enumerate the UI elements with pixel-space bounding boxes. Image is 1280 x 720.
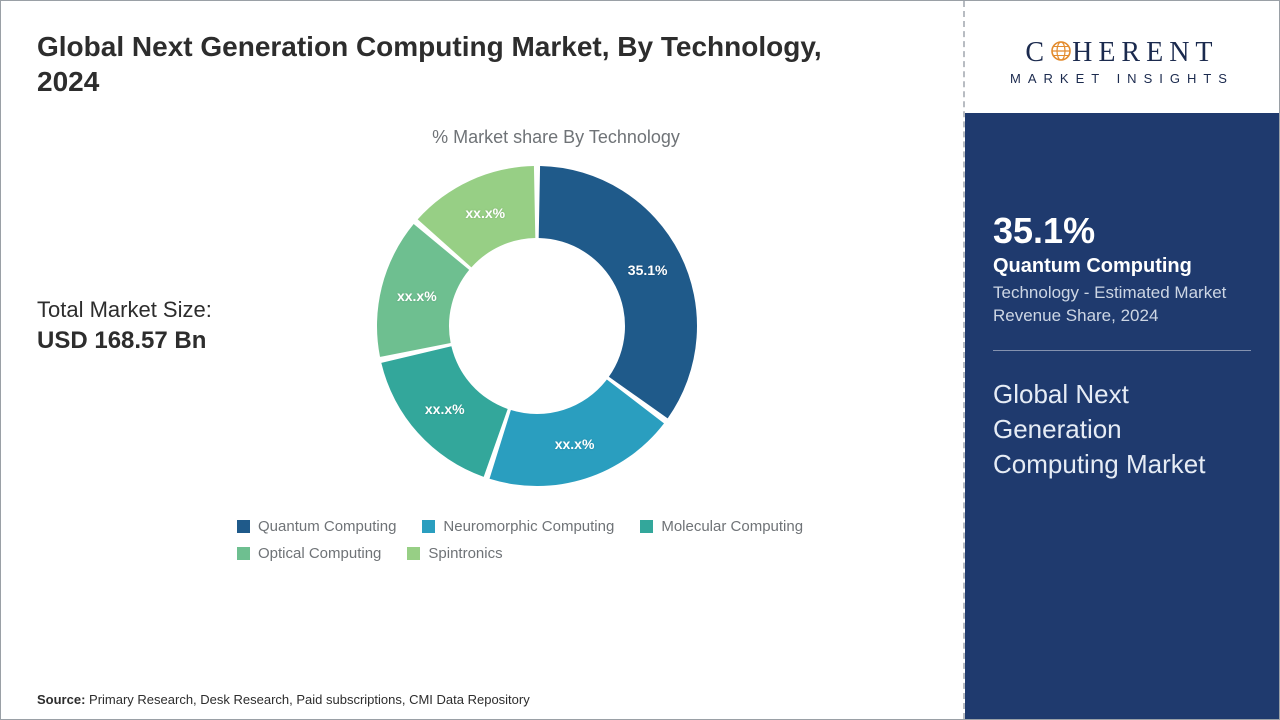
market-size-label: Total Market Size: <box>37 297 327 323</box>
legend-item: Molecular Computing <box>640 518 803 535</box>
panel-divider <box>993 350 1251 351</box>
main-area: Global Next Generation Computing Market,… <box>1 1 963 719</box>
slice-label: 35.1% <box>628 262 668 278</box>
slice-label: xx.x% <box>555 436 595 452</box>
legend-swatch <box>422 520 435 533</box>
highlight-market: Global Next Generation Computing Market <box>993 377 1251 482</box>
legend-swatch <box>407 547 420 560</box>
source-line: Source: Primary Research, Desk Research,… <box>37 692 530 707</box>
logo-rest: HERENT <box>1072 37 1218 68</box>
donut-chart: 35.1% xx.x% xx.x% xx.x% xx.x% <box>367 156 707 496</box>
legend-label: Optical Computing <box>258 545 381 562</box>
page-title: Global Next Generation Computing Market,… <box>37 29 837 99</box>
report-frame: Global Next Generation Computing Market,… <box>0 0 1280 720</box>
highlight-desc: Technology - Estimated Market Revenue Sh… <box>993 282 1251 328</box>
source-prefix: Source: <box>37 692 85 707</box>
legend-item: Quantum Computing <box>237 518 396 535</box>
source-text: Primary Research, Desk Research, Paid su… <box>85 692 529 707</box>
legend: Quantum Computing Neuromorphic Computing M… <box>237 518 897 562</box>
logo-letter-c: C <box>1025 37 1050 68</box>
logo-bottom: MARKET INSIGHTS <box>1010 71 1234 86</box>
legend-item: Optical Computing <box>237 545 381 562</box>
slice-label: xx.x% <box>465 205 505 221</box>
coherent-logo: C HERENT MARKET INSIGHTS <box>1010 37 1234 86</box>
legend-swatch <box>640 520 653 533</box>
highlight-panel: 35.1% Quantum Computing Technology - Est… <box>965 113 1279 719</box>
legend-swatch <box>237 520 250 533</box>
legend-item: Spintronics <box>407 545 502 562</box>
legend-swatch <box>237 547 250 560</box>
logo-top: C HERENT <box>1010 37 1234 69</box>
logo-box: C HERENT MARKET INSIGHTS <box>965 1 1279 113</box>
legend-label: Neuromorphic Computing <box>443 518 614 535</box>
legend-label: Quantum Computing <box>258 518 396 535</box>
chart-title: % Market share By Technology <box>167 127 945 148</box>
slice-label: xx.x% <box>425 401 465 417</box>
globe-icon <box>1050 38 1072 70</box>
highlight-tech: Quantum Computing <box>993 255 1251 278</box>
donut-slice <box>539 166 697 418</box>
right-column: C HERENT MARKET INSIGHTS 35.1% Quantum Co… <box>963 1 1279 719</box>
donut-svg <box>367 156 707 496</box>
legend-item: Neuromorphic Computing <box>422 518 614 535</box>
market-size-block: Total Market Size: USD 168.57 Bn <box>37 297 327 355</box>
highlight-percent: 35.1% <box>993 213 1251 249</box>
legend-label: Molecular Computing <box>661 518 803 535</box>
market-size-value: USD 168.57 Bn <box>37 327 327 355</box>
slice-label: xx.x% <box>397 288 437 304</box>
content-row: Total Market Size: USD 168.57 Bn 35.1% xx… <box>37 156 945 496</box>
legend-label: Spintronics <box>428 545 502 562</box>
